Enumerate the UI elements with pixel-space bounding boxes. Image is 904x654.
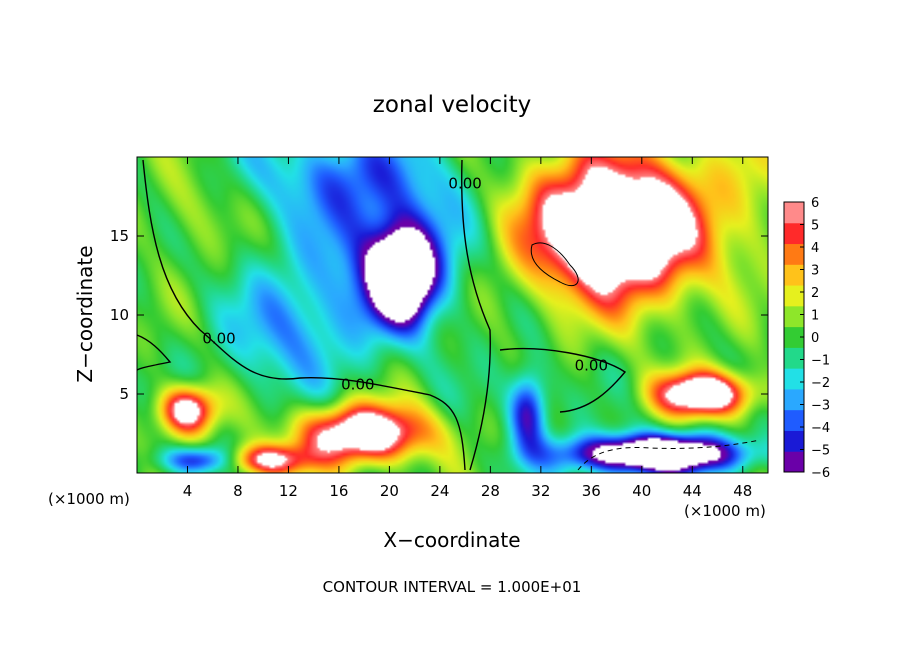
colorbar-band: [784, 285, 804, 307]
zero-contours: [136, 159, 761, 471]
y-axis-label: Z−coordinate: [73, 245, 97, 382]
contour-dashed: [577, 439, 761, 471]
y-tick-label: 5: [119, 385, 129, 403]
contour-label-layer: 0.00 0.00 0.00 0.00: [202, 175, 608, 394]
contour-label-2: 0.00: [448, 175, 481, 193]
x-tick-label: 16: [329, 482, 348, 500]
colorbar-tick-label: −6: [811, 466, 830, 481]
contour-label-1: 0.00: [341, 375, 374, 393]
colorbar-band: [784, 430, 804, 452]
x-tick-label: 24: [430, 482, 449, 500]
x-tick-label: 36: [582, 482, 601, 500]
colorbar-band: [784, 305, 804, 328]
colorbar-tick-label: 5: [811, 219, 819, 234]
colorbar-tick-label: 6: [811, 196, 819, 211]
chart-title: zonal velocity: [373, 92, 531, 118]
x-tick-label: 40: [632, 482, 651, 500]
contour-box-left: [136, 334, 172, 371]
plot-area: 0.00 0.00 0.00 0.00: [136, 156, 769, 474]
x-axis-label: X−coordinate: [383, 528, 520, 552]
x-unit-right: (×1000 m): [684, 502, 766, 520]
contour-right: [499, 348, 627, 413]
colorbar-band: [784, 243, 804, 265]
colorbar: 6 5 4 3 2 1 0 −1 −2 −3 −4 −5 −6: [783, 196, 830, 481]
heatmap-field: [137, 157, 768, 473]
x-tick-label: 8: [233, 482, 243, 500]
colorbar-band: [784, 264, 804, 286]
y-axis: 5 10 15: [110, 227, 768, 403]
contour-vertical: [461, 159, 491, 471]
colorbar-tick-label: 1: [811, 309, 819, 324]
contour-label-3: 0.00: [575, 356, 608, 374]
colorbar-band: [784, 388, 804, 411]
colorbar-tick-label: −4: [811, 421, 830, 436]
colorbar-tick-label: 3: [811, 264, 819, 279]
colorbar-tick-label: 0: [811, 331, 819, 346]
colorbar-band: [784, 451, 804, 473]
x-tick-label: 4: [183, 482, 193, 500]
contour-interval-note: CONTOUR INTERVAL = 1.000E+01: [323, 578, 582, 596]
colorbar-band: [784, 202, 804, 224]
y-tick-label: 10: [110, 306, 129, 324]
colorbar-band: [784, 347, 804, 369]
x-tick-label: 20: [380, 482, 399, 500]
colorbar-band: [784, 409, 804, 431]
colorbar-tick-label: 2: [811, 286, 819, 301]
x-tick-label: 44: [683, 482, 702, 500]
colorbar-band: [784, 222, 804, 245]
x-tick-label: 48: [733, 482, 752, 500]
colorbar-tick-label: −3: [811, 399, 830, 414]
colorbar-tick-label: 4: [811, 241, 819, 256]
colorbar-tick-label: −2: [811, 376, 830, 391]
x-tick-label: 12: [279, 482, 298, 500]
x-unit-left: (×1000 m): [48, 490, 130, 508]
x-tick-label: 28: [481, 482, 500, 500]
contour-label-0: 0.00: [202, 329, 235, 347]
colorbar-tick-label: −5: [811, 444, 830, 459]
x-tick-label: 32: [531, 482, 550, 500]
y-tick-label: 15: [110, 227, 129, 245]
x-axis: 4 8 12 16 20 24 28 32 36 40 44 48: [183, 157, 752, 500]
colorbar-tick-label: −1: [811, 354, 830, 369]
colorbar-band: [784, 326, 804, 348]
contour-small-eddy: [530, 242, 579, 287]
contour-left: [142, 159, 466, 471]
colorbar-band: [784, 368, 804, 390]
